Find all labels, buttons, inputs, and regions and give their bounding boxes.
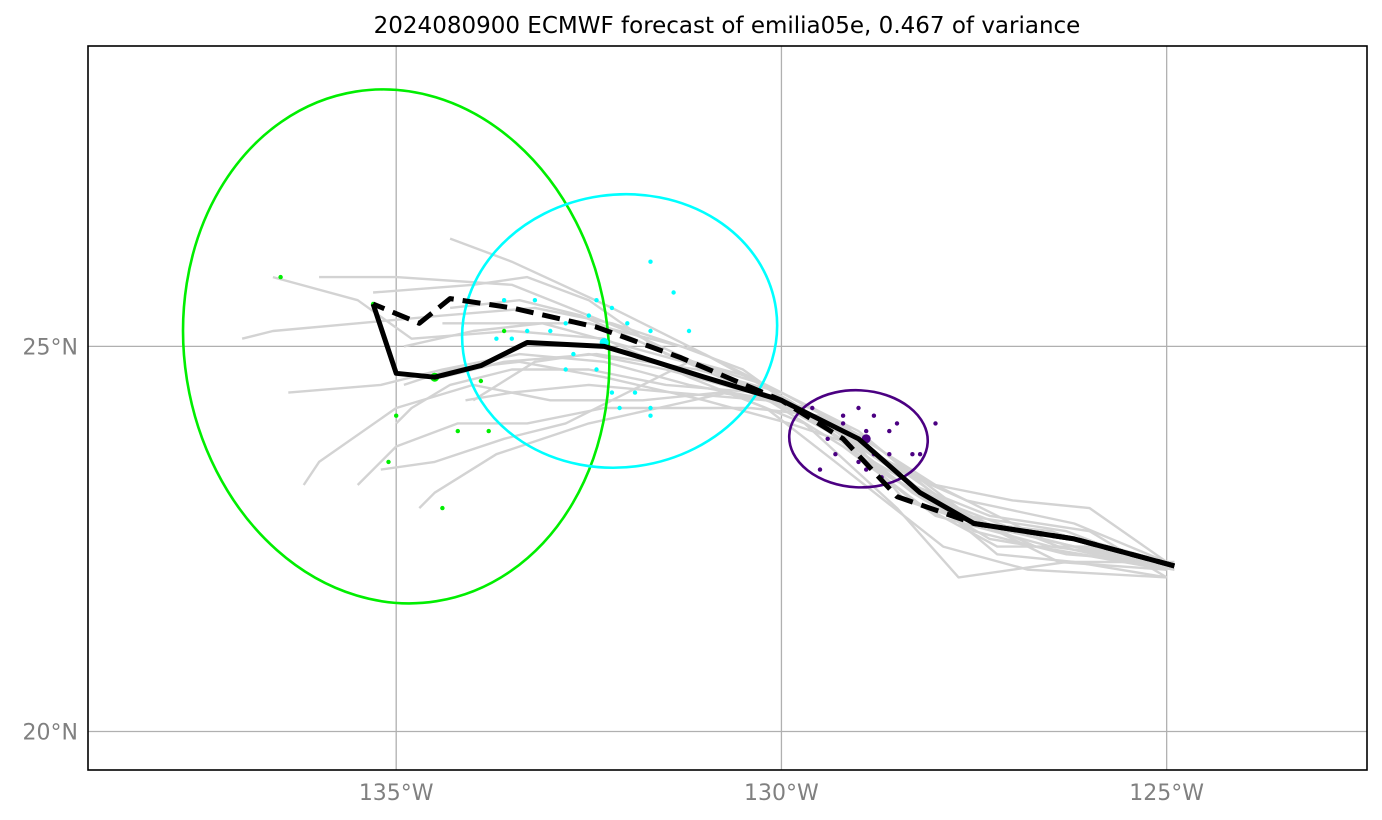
position-point-early: [910, 452, 915, 457]
position-point-mid: [617, 405, 622, 411]
position-point-mid: [501, 298, 507, 303]
position-point-early: [864, 467, 869, 472]
position-point-early: [856, 459, 861, 465]
position-point-early: [887, 428, 892, 434]
member-track: [319, 275, 1167, 564]
position-point-early: [840, 421, 846, 426]
position-point-mid: [509, 336, 514, 341]
position-point-mid: [532, 298, 538, 303]
position-point-mid: [594, 298, 599, 303]
main-tracks: [370, 296, 1176, 569]
member-track: [442, 322, 1168, 571]
position-point-late: [486, 428, 491, 434]
position-point-early: [840, 413, 846, 418]
position-point-early: [833, 452, 838, 457]
position-point-late: [386, 459, 391, 465]
position-point-mid: [525, 328, 530, 334]
position-point-mid: [625, 321, 630, 326]
position-point-mid: [609, 305, 615, 311]
member-track: [380, 360, 1168, 579]
position-point-early: [810, 405, 815, 411]
position-point-early: [864, 428, 869, 434]
position-point-mid: [571, 351, 576, 357]
position-point-mid: [671, 290, 676, 295]
position-point-late: [455, 428, 460, 434]
ellipse-late: [181, 88, 611, 605]
position-point-early: [856, 405, 861, 411]
position-point-mid: [686, 328, 692, 334]
position-point-mid: [632, 390, 638, 395]
position-point-late: [501, 328, 507, 334]
uncertainty-ellipses: [181, 88, 930, 605]
position-point-mid: [609, 390, 615, 395]
gridlines: [88, 46, 1367, 770]
member-track: [373, 275, 1175, 571]
position-point-mid: [648, 259, 653, 264]
position-point-mid: [648, 413, 653, 418]
member-track: [241, 306, 1167, 571]
ellipse-mid: [460, 192, 779, 470]
x-tick-label: 125°W: [1129, 781, 1204, 806]
position-point-late: [278, 274, 283, 280]
position-point-mid: [563, 321, 568, 326]
member-track: [356, 406, 1167, 564]
ensemble-member-tracks: [241, 237, 1175, 579]
position-point-early: [871, 413, 877, 418]
position-point-mid: [586, 313, 591, 318]
position-point-early: [825, 436, 830, 441]
ensemble-mean-track: [370, 303, 1176, 569]
position-point-early: [894, 421, 900, 426]
position-point-early: [933, 421, 938, 426]
x-tick-label: 130°W: [744, 781, 819, 806]
ellipse-early: [787, 388, 930, 489]
position-point-late: [478, 378, 484, 384]
position-point-mid: [594, 367, 599, 372]
position-point-early: [887, 452, 892, 457]
position-point-mid: [648, 328, 653, 334]
member-track: [272, 275, 1167, 579]
member-track: [302, 383, 1168, 564]
y-tick-label: 20°N: [23, 720, 78, 745]
map-frame: [87, 45, 1368, 771]
member-track: [403, 360, 1167, 564]
position-point-late: [440, 505, 445, 511]
position-point-mid: [494, 336, 499, 341]
y-tick-label: 25°N: [23, 335, 78, 360]
chart-title: 2024080900 ECMWF forecast of emilia05e, …: [374, 13, 1081, 39]
position-point-late: [394, 413, 399, 418]
position-point-mid: [648, 405, 653, 411]
hres-track: [372, 296, 1176, 569]
position-point-early: [817, 467, 823, 472]
axis-tick-labels: 135°W 130°W 125°W 25°N 20°N: [23, 335, 1205, 806]
position-point-early: [917, 452, 923, 457]
x-tick-label: 135°W: [359, 781, 434, 806]
position-point-mid: [563, 367, 568, 372]
position-point-mid: [548, 328, 553, 334]
member-track: [472, 352, 1175, 571]
